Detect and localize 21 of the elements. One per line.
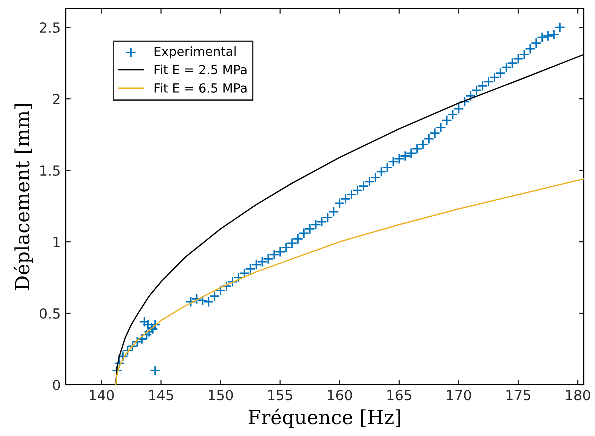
y-tick-label: 0 bbox=[53, 380, 60, 390]
legend-label: Fit E = 6.5 MPa bbox=[154, 83, 247, 93]
x-axis-title: Fréquence [Hz] bbox=[248, 408, 400, 428]
y-axis-title: Déplacement [mm] bbox=[14, 104, 34, 290]
legend-label: Fit E = 2.5 MPa bbox=[154, 64, 247, 75]
legend-label: Experimental bbox=[154, 46, 236, 59]
x-tick-label: 170 bbox=[447, 390, 472, 401]
y-tick-label: 1 bbox=[54, 237, 60, 248]
y-tick-label: 1.5 bbox=[40, 166, 60, 176]
x-tick-label: 155 bbox=[268, 390, 292, 401]
y-tick-label: 2.5 bbox=[40, 22, 60, 34]
x-tick-label: 165 bbox=[388, 390, 412, 401]
y-tick-label: 0.5 bbox=[40, 308, 60, 319]
x-tick-label: 160 bbox=[328, 390, 352, 401]
x-tick-label: 140 bbox=[90, 390, 114, 401]
x-tick-label: 150 bbox=[209, 390, 234, 401]
line-series bbox=[115, 178, 584, 385]
x-tick-label: 180 bbox=[566, 390, 590, 401]
x-tick-label: 145 bbox=[150, 390, 174, 401]
y-tick-label: 2 bbox=[53, 94, 60, 104]
x-tick-label: 175 bbox=[506, 390, 531, 401]
